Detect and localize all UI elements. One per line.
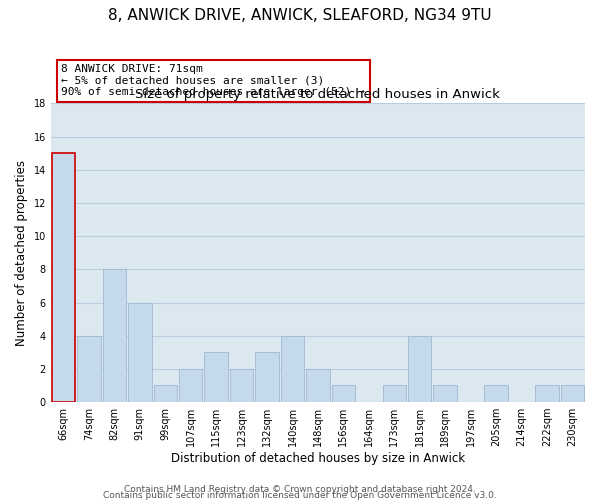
Text: 8 ANWICK DRIVE: 71sqm
← 5% of detached houses are smaller (3)
90% of semi-detach: 8 ANWICK DRIVE: 71sqm ← 5% of detached h… [61,64,365,98]
Bar [484,386,508,402]
Bar [408,336,431,402]
Bar [52,153,75,402]
Bar [205,352,228,402]
Text: 8, ANWICK DRIVE, ANWICK, SLEAFORD, NG34 9TU: 8, ANWICK DRIVE, ANWICK, SLEAFORD, NG34 … [108,8,492,22]
X-axis label: Distribution of detached houses by size in Anwick: Distribution of detached houses by size … [171,452,465,465]
Bar [128,302,152,402]
Bar [383,386,406,402]
Bar [103,270,126,402]
Bar [230,369,253,402]
Bar [281,336,304,402]
Bar [306,369,329,402]
Title: Size of property relative to detached houses in Anwick: Size of property relative to detached ho… [136,88,500,101]
Text: Contains HM Land Registry data © Crown copyright and database right 2024.: Contains HM Land Registry data © Crown c… [124,485,476,494]
Bar [332,386,355,402]
Bar [179,369,202,402]
Bar [256,352,279,402]
Bar [154,386,177,402]
Text: Contains public sector information licensed under the Open Government Licence v3: Contains public sector information licen… [103,490,497,500]
Bar [77,336,101,402]
Bar [560,386,584,402]
Bar [535,386,559,402]
Bar [433,386,457,402]
Y-axis label: Number of detached properties: Number of detached properties [15,160,28,346]
